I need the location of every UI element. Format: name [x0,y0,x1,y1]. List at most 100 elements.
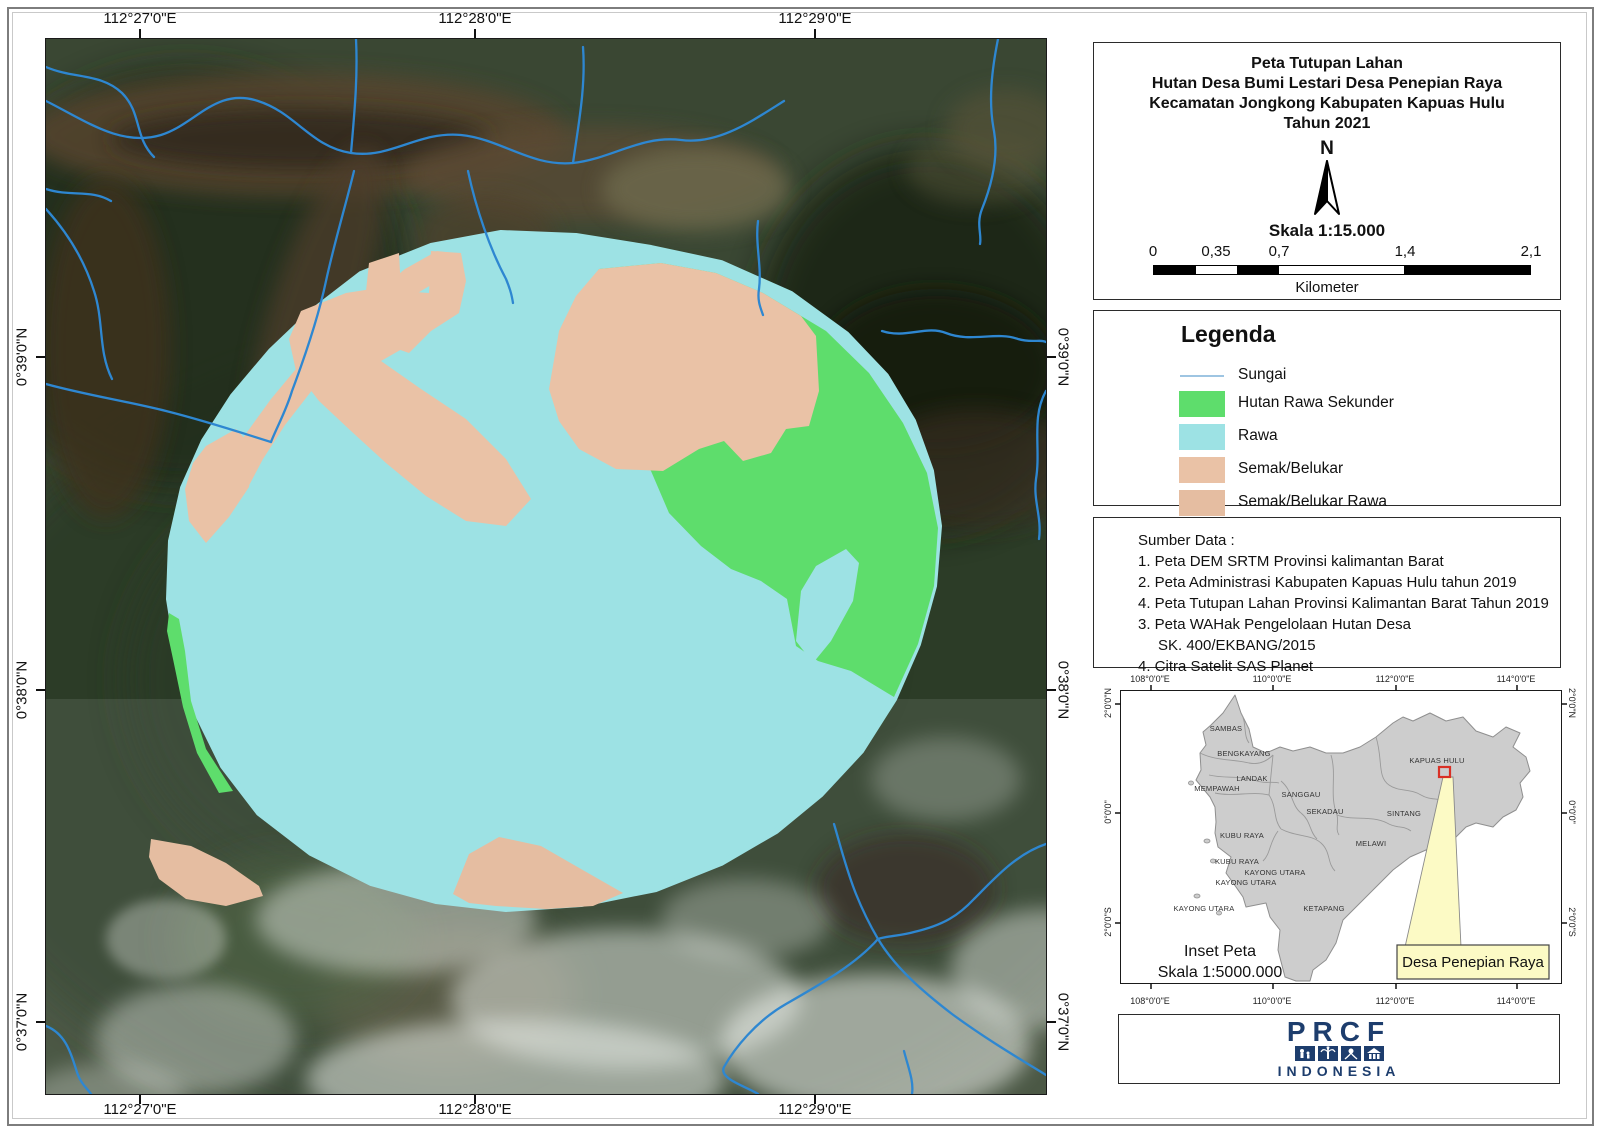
grid-label-right: 0°39'0"N [1054,327,1072,387]
inset-map-canvas: Desa Penepian Raya SAMBAS BENGKAYANG LAN… [1115,685,1567,989]
legend-item-label: Rawa [1238,427,1278,444]
grid-label-left: 0°38'0"N [13,660,31,720]
semak-belukar-rawa-polygon-bottom [453,837,623,909]
prcf-logo-name: INDONESIA [1277,1062,1401,1079]
source-item: 2. Peta Administrasi Kabupaten Kapuas Hu… [1138,574,1517,591]
map-tick [1047,356,1056,358]
house-icon [1363,1045,1384,1061]
inset-grid-label: 2°0'0"N [1103,687,1113,719]
inset-grid-label: 108°0'0"E [1130,996,1170,1006]
scalebar: 0 0,35 0,7 1,4 2,1 [1149,243,1541,293]
inset-islands [1188,780,1222,916]
inset-grid-label: 0°0'0" [1567,800,1577,824]
gibbon-icon [1340,1045,1361,1061]
map-tick [36,1021,45,1023]
fill-swatch [1179,391,1225,417]
map-tick [814,29,816,38]
district-label: KUBU RAYA [1215,857,1259,866]
district-label: SINTANG [1387,809,1421,818]
legend-item-label: Semak/Belukar [1238,460,1344,477]
district-label: SEKADAU [1306,807,1343,816]
inset-map: Desa Penepian Raya SAMBAS BENGKAYANG LAN… [1115,685,1567,989]
main-map [45,38,1047,1095]
grid-label-bottom: 112°28'0"E [438,1101,512,1118]
inset-grid-label: 108°0'0"E [1130,674,1170,684]
map-tick [139,1095,141,1104]
sources-box: Sumber Data : 1. Peta DEM SRTM Provinsi … [1093,517,1561,675]
map-tick [36,689,45,691]
map-tick [1047,1021,1056,1023]
district-label: BENGKAYANG [1217,749,1270,758]
grid-label-top: 112°29'0"E [778,10,852,27]
district-label: KUBU RAYA [1220,831,1264,840]
prcf-logo-icons [1294,1045,1384,1061]
rawa-notch-polygon [796,549,859,663]
inset-grid-label: 112°0'0"E [1375,674,1415,684]
legend-title: Legenda [1181,321,1276,347]
main-map-canvas [46,39,1046,1094]
source-item: 4. Citra Satelit SAS Planet [1138,658,1314,675]
map-tick [36,356,45,358]
inset-grid-label: 114°0'0"E [1496,674,1536,684]
grid-label-left: 0°37'0"N [13,992,31,1052]
legend-item-label: Sungai [1238,366,1287,383]
logo-box: PRCF INDONESIA [1118,1014,1560,1084]
inset-grid-label: 2°0'0"S [1103,907,1113,937]
semak-belukar-polygon-b3 [185,429,256,543]
map-title-line3: Kecamatan Jongkong Kabupaten Kapuas Hulu [1149,95,1505,112]
inset-grid-label: 114°0'0"E [1496,996,1536,1006]
source-item: 3. Peta WAHak Pengelolaan Hutan Desa [1138,616,1411,633]
inset-grid-label: 110°0'0"E [1252,996,1292,1006]
page-inner-border [12,12,1587,1119]
scalebar-tick-label: 0,35 [1201,243,1231,260]
district-borders [1199,712,1448,872]
map-tick [474,1095,476,1104]
scale-text: Skala 1:15.000 [1268,221,1386,240]
scalebar-tick-label: 2,1 [1520,243,1542,260]
map-tick [139,29,141,38]
inset-caption-line1: Inset Peta [1183,943,1257,960]
legend-item-label: Hutan Rawa Sekunder [1238,394,1394,411]
district-labels: SAMBAS BENGKAYANG LANDAK MEMPAWAH SANGGA… [1174,724,1465,913]
scalebar-tick-label: 0,7 [1268,243,1290,260]
north-arrow: N [1094,138,1560,225]
source-item: 4. Peta Tutupan Lahan Provinsi Kalimanta… [1138,595,1549,612]
callout-label: Desa Penepian Raya [1402,954,1544,971]
north-label: N [1320,138,1334,159]
district-label: MEMPAWAH [1194,784,1240,793]
fill-swatch [1179,424,1225,450]
district-label: KAYONG UTARA [1245,868,1306,877]
people-icon [1294,1045,1315,1061]
landcover-overlay [149,230,942,912]
district-label: MELAWI [1356,839,1387,848]
district-label: KAYONG UTARA [1216,878,1277,887]
callout-box [1396,944,1550,980]
map-tick [1047,689,1056,691]
inset-grid-label: 110°0'0"E [1252,674,1292,684]
grid-label-top: 112°28'0"E [438,10,512,27]
inset-ticks [1115,685,1567,989]
district-label: SAMBAS [1210,724,1242,733]
map-title-line4: Tahun 2021 [1283,115,1371,132]
grid-label-right: 0°38'0"N [1054,660,1072,720]
prcf-logo-text: PRCF [1286,1015,1392,1047]
map-tick [814,1095,816,1104]
map-title-line2: Hutan Desa Bumi Lestari Desa Penepian Ra… [1151,75,1503,92]
inset-grid-label: 112°0'0"E [1375,996,1415,1006]
inset-grid-label: 0°0'0" [1103,800,1113,824]
hutan-rawa-sekunder-sliver [167,613,233,793]
grid-label-bottom: 112°27'0"E [103,1101,177,1118]
page-outer-border [7,7,1594,1126]
title-box: Peta Tutupan Lahan Hutan Desa Bumi Lesta… [1093,42,1561,300]
grid-label-top: 112°27'0"E [103,10,177,27]
map-title-line1: Peta Tutupan Lahan [1251,55,1403,72]
fill-swatch [1179,490,1225,516]
semak-belukar-rawa-polygon-left [149,839,263,906]
district-label: KAPUAS HULU [1409,756,1464,765]
grid-label-bottom: 112°29'0"E [778,1101,852,1118]
river-lines [46,39,1046,1094]
source-item: 1. Peta DEM SRTM Provinsi kalimantan Bar… [1138,553,1444,570]
river-line-swatch [1180,375,1224,377]
legend-item-label: Semak/Belukar Rawa [1238,493,1388,510]
inset-grid-label: 2°0'0"S [1567,907,1577,937]
